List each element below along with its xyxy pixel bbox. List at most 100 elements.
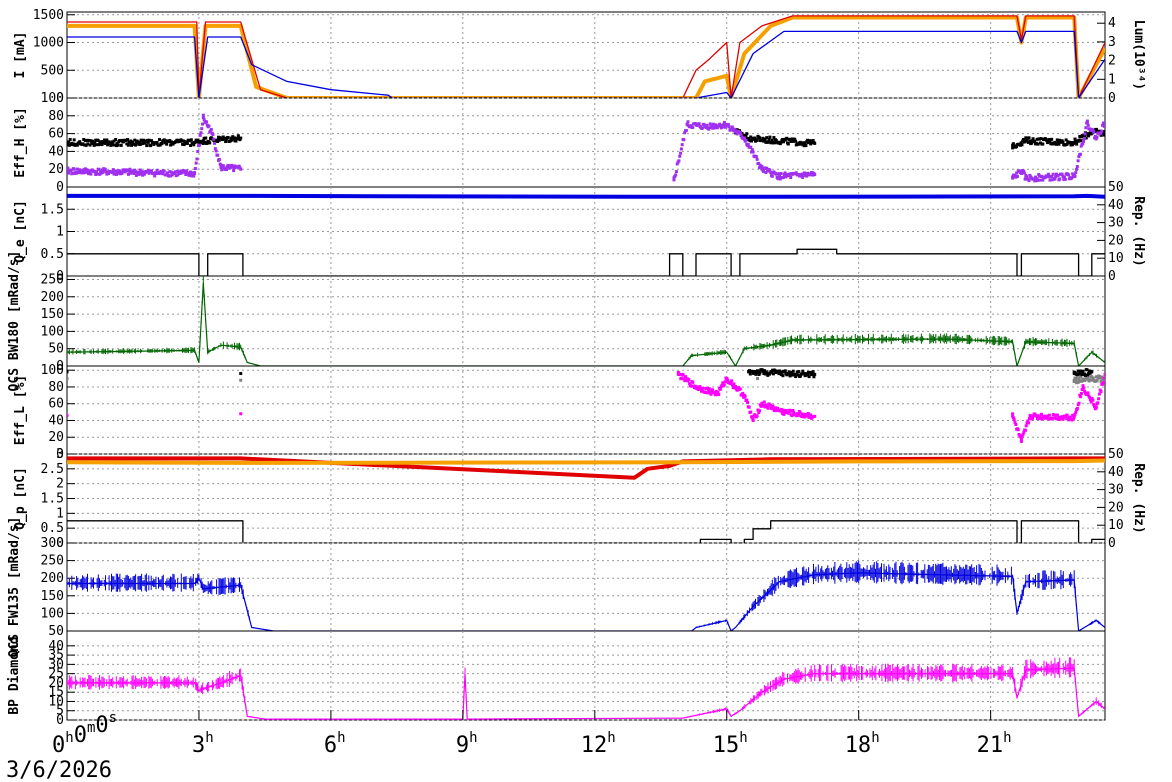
data-point [809, 370, 813, 374]
data-point [201, 141, 205, 145]
data-point [1084, 126, 1088, 130]
data-point [103, 141, 107, 145]
data-point [1014, 175, 1018, 179]
data-point [675, 162, 679, 166]
y-tick-label: 40 [48, 413, 64, 428]
data-point [721, 125, 725, 129]
y-tick-label: 0 [56, 447, 64, 462]
data-point [758, 166, 762, 170]
data-point [1076, 403, 1080, 407]
data-point [1027, 416, 1031, 420]
series-red [67, 15, 1105, 98]
data-point [1022, 171, 1026, 175]
data-point [126, 138, 130, 142]
data-point [165, 173, 169, 177]
data-point [754, 372, 758, 376]
right-tick-label: 10 [1108, 518, 1124, 533]
data-point [1058, 177, 1062, 181]
data-point [798, 142, 802, 146]
data-point [134, 141, 138, 145]
data-point [1036, 178, 1040, 182]
data-point [1081, 369, 1085, 373]
data-point [692, 384, 696, 388]
data-point [169, 143, 173, 147]
data-point [220, 168, 224, 172]
data-point [718, 124, 722, 128]
data-point [1072, 378, 1076, 382]
data-point [813, 173, 817, 177]
data-point [1015, 174, 1019, 178]
data-point [219, 163, 223, 167]
data-point [684, 129, 688, 133]
data-point [1080, 388, 1084, 392]
data-point [212, 137, 216, 141]
data-point [131, 169, 135, 173]
data-point [1085, 121, 1089, 125]
data-point [128, 141, 132, 145]
data-point [800, 415, 804, 419]
data-point [685, 123, 689, 127]
data-point [771, 372, 775, 376]
data-point [734, 129, 738, 133]
data-point [224, 140, 228, 144]
data-point [794, 375, 798, 379]
data-point [100, 168, 104, 172]
data-point [213, 141, 217, 145]
data-point [196, 138, 200, 142]
data-point [1024, 136, 1028, 140]
data-point [1093, 134, 1097, 138]
data-point [207, 124, 211, 128]
data-point [1079, 375, 1083, 379]
right-tick-label: 0 [1108, 536, 1116, 551]
data-point [694, 385, 698, 389]
data-point [799, 174, 803, 178]
data-point [89, 172, 93, 176]
data-point [147, 138, 151, 142]
data-point [812, 375, 816, 379]
data-point [805, 372, 809, 376]
data-point [779, 171, 783, 175]
data-point [778, 369, 782, 373]
data-point [160, 142, 164, 146]
y-axis-label: Eff_L [%] [13, 375, 28, 445]
data-point [162, 169, 166, 173]
y-tick-label: 100 [41, 363, 64, 378]
data-point [1047, 417, 1051, 421]
data-point [232, 136, 236, 140]
data-point [1050, 174, 1054, 178]
data-point [1028, 139, 1032, 143]
data-point [750, 150, 754, 154]
data-point [1072, 173, 1076, 177]
right-tick-label: 20 [1108, 500, 1124, 515]
data-point [781, 374, 785, 378]
data-point [213, 147, 217, 151]
data-point [780, 408, 784, 412]
data-point [173, 172, 177, 176]
data-point [1088, 398, 1092, 402]
data-point [1036, 142, 1040, 146]
data-point [709, 392, 713, 396]
data-point [750, 148, 754, 152]
data-point [99, 171, 103, 175]
data-point [1034, 175, 1038, 179]
data-point [1041, 142, 1045, 146]
data-point [1072, 372, 1076, 376]
data-point [1038, 174, 1042, 178]
data-point [163, 141, 167, 145]
data-point [226, 135, 230, 139]
data-point [741, 391, 745, 395]
data-point [89, 139, 93, 143]
data-point [700, 389, 704, 393]
data-point [1088, 395, 1092, 399]
data-point [1099, 133, 1103, 137]
data-point [701, 386, 705, 390]
data-point [721, 381, 725, 385]
data-point [99, 141, 103, 145]
data-point [71, 142, 75, 146]
data-point [130, 143, 134, 147]
data-point [138, 168, 142, 172]
data-point [1067, 418, 1071, 422]
data-point [676, 370, 680, 374]
data-point [1056, 140, 1060, 144]
data-point [1070, 176, 1074, 180]
